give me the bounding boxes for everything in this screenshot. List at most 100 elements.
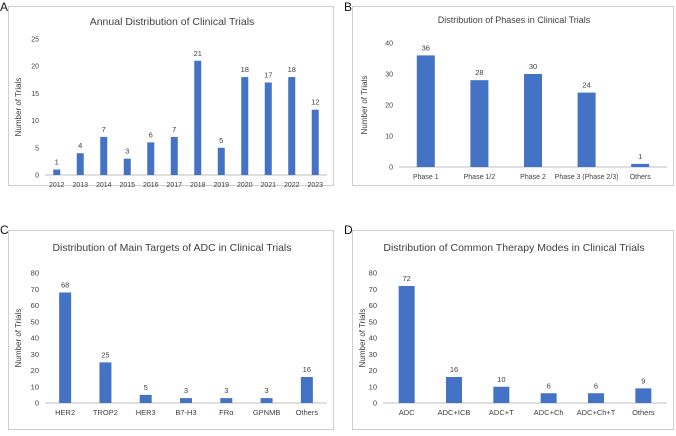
y-tick-label: 20 (369, 366, 377, 375)
x-tick-label: ADC (399, 408, 415, 417)
y-tick-label: 25 (31, 37, 39, 44)
y-tick-label: 10 (31, 118, 39, 125)
y-tick-label: 10 (31, 382, 39, 391)
data-label: 21 (194, 49, 202, 58)
x-tick-label: TROP2 (93, 408, 118, 417)
bar (398, 286, 415, 403)
x-tick-label: ADC+T (489, 408, 514, 417)
data-label: 3 (224, 386, 228, 395)
x-tick-label: ADC+ICB (438, 408, 471, 417)
y-tick-label: 30 (369, 350, 377, 359)
bar (470, 80, 489, 167)
x-tick-label: Others (296, 408, 319, 417)
phase-distribution-chart: Distribution of Phases in Clinical Trial… (360, 15, 667, 181)
bar (217, 147, 225, 175)
y-tick-label: 5 (35, 145, 39, 152)
x-tick-label: ADC+Ch (534, 408, 564, 417)
bar (260, 398, 273, 403)
y-tick-label: 80 (31, 269, 39, 278)
x-tick-label: HER2 (55, 408, 75, 417)
data-label: 3 (125, 147, 129, 156)
x-tick-label: HER3 (136, 408, 156, 417)
bar (139, 394, 152, 403)
y-axis-label: Number of Trials (14, 78, 23, 137)
data-label: 30 (529, 62, 537, 71)
bar (53, 169, 61, 175)
x-tick-label: ADC+Ch+T (577, 408, 616, 417)
data-label: 3 (264, 386, 268, 395)
bar (76, 153, 84, 175)
chart-title: Distribution of Common Therapy Modes in … (383, 242, 644, 254)
data-label: 7 (102, 125, 106, 134)
data-label: 18 (241, 65, 249, 74)
y-tick-label: 0 (35, 399, 39, 408)
data-label: 10 (497, 375, 505, 384)
data-label: 3 (184, 386, 188, 395)
data-label: 5 (144, 383, 148, 392)
bar (123, 158, 131, 175)
x-tick-label: 2019 (213, 182, 229, 187)
chart-title: Distribution of Main Targets of ADC in C… (52, 242, 291, 254)
bar (540, 393, 557, 403)
chart-panel-d: Distribution of Common Therapy Modes in … (352, 230, 674, 430)
y-tick-label: 50 (31, 317, 39, 326)
bar (588, 393, 604, 403)
bar (635, 388, 652, 403)
bar (416, 55, 435, 167)
data-label: 16 (303, 365, 311, 374)
therapy-modes-chart: Distribution of Common Therapy Modes in … (358, 242, 667, 417)
y-tick-label: 70 (369, 285, 377, 294)
y-axis-label: Number of Trials (358, 309, 367, 368)
chart-panel-b: Distribution of Phases in Clinical Trial… (352, 6, 674, 186)
x-tick-label: Phase 1 (413, 174, 439, 181)
data-label: 6 (547, 381, 551, 390)
y-tick-label: 50 (369, 317, 377, 326)
data-label: 28 (475, 68, 483, 77)
data-label: 68 (61, 281, 69, 290)
bar (577, 92, 596, 167)
bar (147, 142, 155, 175)
x-tick-label: 2023 (307, 182, 323, 187)
x-tick-label: Phase 1/2 (464, 174, 496, 181)
y-tick-label: 30 (385, 72, 393, 79)
y-tick-label: 20 (385, 103, 393, 110)
data-label: 24 (582, 81, 590, 90)
x-tick-label: 2018 (190, 182, 206, 187)
data-label: 7 (172, 125, 176, 134)
x-tick-label: Others (632, 408, 655, 417)
panel-letter: C (0, 223, 9, 237)
y-tick-label: 40 (31, 334, 39, 343)
y-axis-label: Number of Trials (14, 309, 23, 368)
data-label: 1 (55, 158, 59, 167)
data-label: 6 (149, 130, 153, 139)
data-label: 9 (641, 376, 645, 385)
data-label: 18 (288, 65, 296, 74)
x-tick-label: Phase 3 (Phase 2/3) (555, 174, 619, 181)
x-tick-label: FRα (219, 408, 234, 417)
annual-distribution-chart: Annual Distribution of Clinical Trials Nu… (14, 16, 327, 189)
bar (100, 136, 108, 175)
bar (300, 377, 313, 403)
data-label: 72 (402, 274, 410, 283)
y-tick-label: 40 (369, 334, 377, 343)
y-tick-label: 0 (389, 165, 393, 172)
x-tick-label: GPNMB (253, 408, 281, 417)
x-tick-label: 2012 (49, 182, 65, 187)
panel-letter: B (344, 0, 353, 14)
data-label: 1 (638, 152, 642, 161)
data-label: 36 (422, 43, 430, 52)
bar (220, 398, 233, 403)
data-label: 6 (594, 381, 598, 390)
bar (631, 163, 650, 167)
y-tick-label: 70 (31, 285, 39, 294)
y-tick-label: 0 (35, 173, 39, 180)
x-tick-label: B7-H3 (175, 408, 196, 417)
x-tick-label: 2022 (284, 182, 300, 187)
y-tick-label: 10 (369, 382, 377, 391)
x-tick-label: 2015 (119, 182, 135, 187)
data-label: 16 (450, 365, 458, 374)
y-tick-label: 60 (369, 301, 377, 310)
panel-letter: D (344, 223, 353, 237)
bar (446, 377, 462, 403)
data-label: 5 (219, 136, 223, 145)
